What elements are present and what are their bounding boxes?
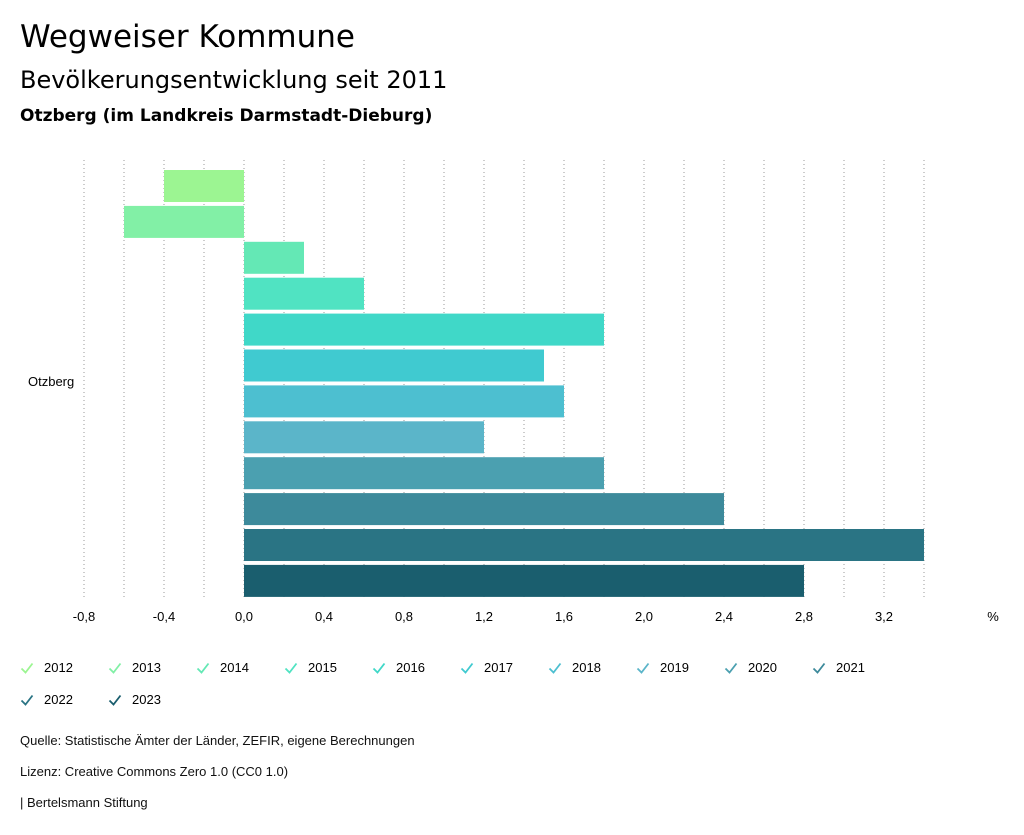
bar-2013[interactable]: [124, 205, 244, 238]
location-label: Otzberg (im Landkreis Darmstadt-Dieburg): [20, 106, 433, 126]
category-label: Otzberg: [28, 374, 74, 389]
checkmark-icon: [196, 662, 210, 674]
legend-label: 2020: [748, 660, 777, 675]
legend-item-2017[interactable]: 2017: [460, 660, 513, 675]
legend-label: 2018: [572, 660, 601, 675]
chart-subtitle: Bevölkerungsentwicklung seit 2011: [20, 66, 448, 94]
checkmark-icon: [812, 662, 826, 674]
source-note: Quelle: Statistische Ämter der Länder, Z…: [20, 733, 415, 748]
bar-2015[interactable]: [244, 277, 364, 310]
legend-item-2019[interactable]: 2019: [636, 660, 689, 675]
legend-label: 2012: [44, 660, 73, 675]
legend-item-2014[interactable]: 2014: [196, 660, 249, 675]
checkmark-icon: [460, 662, 474, 674]
legend-label: 2015: [308, 660, 337, 675]
legend-label: 2019: [660, 660, 689, 675]
checkmark-icon: [636, 662, 650, 674]
bar-2018[interactable]: [244, 385, 564, 418]
bar-2012[interactable]: [164, 170, 244, 202]
legend-label: 2022: [44, 692, 73, 707]
legend-label: 2023: [132, 692, 161, 707]
bar-2020[interactable]: [244, 457, 604, 490]
x-tick-label: -0,8: [73, 609, 95, 624]
checkmark-icon: [372, 662, 386, 674]
x-tick-label: 1,2: [475, 609, 493, 624]
x-tick-label: 0,0: [235, 609, 253, 624]
legend-item-2015[interactable]: 2015: [284, 660, 337, 675]
x-tick-label: -0,4: [153, 609, 175, 624]
legend-label: 2016: [396, 660, 425, 675]
x-unit-label: %: [987, 609, 999, 624]
checkmark-icon: [20, 662, 34, 674]
bar-2019[interactable]: [244, 421, 484, 454]
x-tick-label: 2,4: [715, 609, 733, 624]
legend-label: 2021: [836, 660, 865, 675]
bar-2022[interactable]: [244, 529, 924, 561]
bar-2014[interactable]: [244, 241, 304, 274]
legend-label: 2017: [484, 660, 513, 675]
license-note: Lizenz: Creative Commons Zero 1.0 (CC0 1…: [20, 764, 289, 779]
legend-item-2018[interactable]: 2018: [548, 660, 601, 675]
checkmark-icon: [108, 662, 122, 674]
x-tick-label: 3,2: [875, 609, 893, 624]
x-tick-label: 2,0: [635, 609, 653, 624]
legend-label: 2013: [132, 660, 161, 675]
checkmark-icon: [284, 662, 298, 674]
legend-item-2012[interactable]: 2012: [20, 660, 73, 675]
checkmark-icon: [108, 694, 122, 706]
legend-label: 2014: [220, 660, 249, 675]
legend-item-2020[interactable]: 2020: [724, 660, 777, 675]
chart-title: Wegweiser Kommune: [20, 19, 355, 55]
x-tick-label: 0,4: [315, 609, 333, 624]
checkmark-icon: [724, 662, 738, 674]
bar-2016[interactable]: [244, 313, 604, 346]
legend-item-2016[interactable]: 2016: [372, 660, 425, 675]
checkmark-icon: [548, 662, 562, 674]
legend-item-2021[interactable]: 2021: [812, 660, 865, 675]
legend-item-2013[interactable]: 2013: [108, 660, 161, 675]
x-tick-label: 0,8: [395, 609, 413, 624]
publisher-note: | Bertelsmann Stiftung: [20, 795, 148, 810]
checkmark-icon: [20, 694, 34, 706]
legend-item-2022[interactable]: 2022: [20, 692, 73, 707]
x-tick-label: 2,8: [795, 609, 813, 624]
legend-item-2023[interactable]: 2023: [108, 692, 161, 707]
bar-2023[interactable]: [244, 564, 804, 597]
bar-2017[interactable]: [244, 349, 544, 382]
bar-chart: Otzberg -0,8 -0,4 0,0 0,4 0,8 1,2 1,6 2,0 2,4 2,8 3…: [28, 160, 999, 624]
bar-2021[interactable]: [244, 493, 724, 526]
x-tick-label: 1,6: [555, 609, 573, 624]
